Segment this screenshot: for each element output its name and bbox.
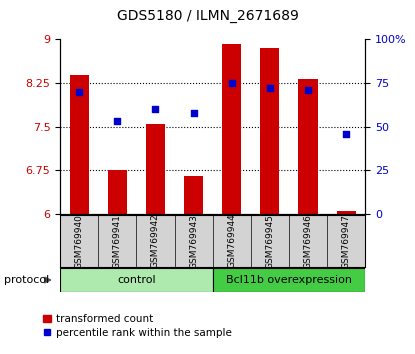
Text: GSM769941: GSM769941: [113, 213, 122, 269]
Text: protocol: protocol: [4, 275, 49, 285]
Point: [228, 80, 235, 86]
Bar: [222, 44, 241, 214]
Text: GSM769947: GSM769947: [342, 213, 351, 269]
Point: [190, 110, 197, 115]
Bar: [212, 268, 365, 292]
Bar: [60, 268, 212, 292]
Bar: [146, 124, 165, 214]
Text: GSM769942: GSM769942: [151, 214, 160, 268]
Text: GSM769945: GSM769945: [265, 213, 274, 269]
Legend: transformed count, percentile rank within the sample: transformed count, percentile rank withi…: [39, 310, 236, 342]
Text: control: control: [117, 275, 156, 285]
Bar: [184, 176, 203, 214]
Text: Bcl11b overexpression: Bcl11b overexpression: [226, 275, 352, 285]
Point: [305, 87, 311, 93]
Point: [152, 106, 159, 112]
Point: [266, 85, 273, 91]
Point: [76, 89, 83, 95]
Bar: [298, 79, 317, 214]
Bar: [337, 211, 356, 214]
Bar: [70, 75, 89, 214]
Bar: [260, 48, 279, 214]
Text: GSM769946: GSM769946: [303, 213, 312, 269]
Text: GDS5180 / ILMN_2671689: GDS5180 / ILMN_2671689: [117, 9, 298, 23]
Point: [114, 119, 121, 124]
Text: GSM769940: GSM769940: [75, 213, 84, 269]
Text: GSM769943: GSM769943: [189, 213, 198, 269]
Bar: [108, 170, 127, 214]
Point: [343, 131, 349, 136]
Text: GSM769944: GSM769944: [227, 214, 236, 268]
